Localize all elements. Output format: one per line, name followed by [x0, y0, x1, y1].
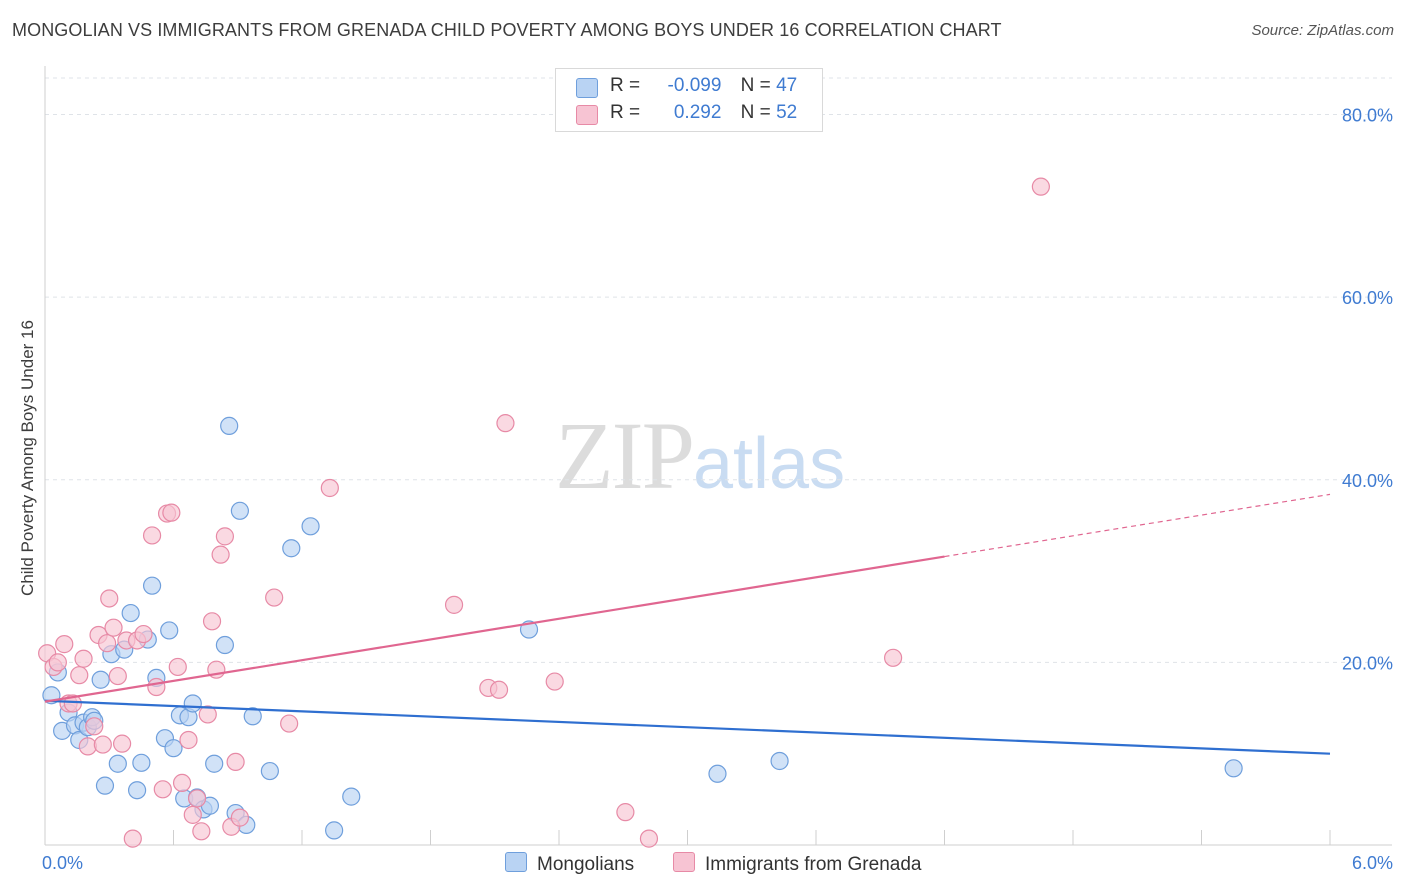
- mongolian-point: [243, 707, 262, 726]
- mongolians-r-value: -0.099: [667, 75, 722, 96]
- bottom-legend-grenada: Immigrants from Grenada: [673, 852, 921, 876]
- grenada-point: [198, 705, 217, 724]
- grenada-point: [162, 503, 181, 522]
- grenada-point: [147, 677, 166, 697]
- grenada-point: [639, 829, 659, 848]
- mongolians-legend-swatch: [505, 852, 527, 872]
- grenada-point: [70, 666, 89, 685]
- grenada-point: [55, 635, 74, 654]
- mongolian-point: [95, 776, 115, 795]
- r-label: R =: [610, 75, 641, 96]
- n-label: N =: [740, 102, 771, 123]
- grenada-point: [545, 672, 564, 691]
- grenada-point: [112, 734, 132, 753]
- grenada-point: [179, 730, 198, 750]
- mongolian-point: [342, 787, 361, 806]
- grenada-point: [320, 478, 339, 498]
- grenada-point: [444, 595, 464, 614]
- grenada-n-value: 52: [776, 102, 798, 123]
- grenada-point: [496, 414, 515, 433]
- mongolian-point: [215, 635, 234, 655]
- mongolian-point: [230, 501, 249, 520]
- grenada-trend-line: [44, 555, 945, 703]
- grenada-point: [202, 612, 222, 631]
- grenada-point: [134, 624, 153, 644]
- grenada-point: [100, 589, 119, 608]
- mongolian-point: [708, 764, 727, 783]
- mongolian-point: [132, 753, 151, 772]
- n-label: N =: [740, 75, 771, 96]
- correlation-legend: R = -0.099 N = 47 R = 0.292 N = 52: [555, 68, 823, 132]
- grenada-point: [230, 808, 249, 827]
- grenada-point: [1031, 177, 1050, 196]
- mongolian-point: [164, 739, 183, 758]
- mongolian-point: [325, 821, 344, 840]
- x-tick-label-min: 0.0%: [42, 853, 83, 873]
- y-tick-label: 40.0%: [1342, 471, 1393, 491]
- grenada-r-value: 0.292: [673, 102, 722, 123]
- grenada-point: [280, 714, 299, 733]
- mongolian-point: [108, 754, 127, 773]
- grenada-point: [168, 657, 187, 677]
- mongolian-point: [160, 621, 179, 640]
- source-credit: Source: ZipAtlas.com: [1251, 22, 1394, 39]
- y-tick-label: 80.0%: [1342, 106, 1393, 126]
- grenada-point: [78, 737, 97, 756]
- grenada-point: [74, 649, 93, 668]
- grenada-point: [85, 717, 104, 736]
- grenada-swatch: [576, 105, 598, 125]
- mongolian-point: [127, 781, 147, 800]
- bottom-legend-mongolians: Mongolians: [505, 852, 634, 876]
- mongolian-point: [1224, 759, 1243, 778]
- grenada-point: [883, 648, 903, 667]
- grenada-point: [215, 527, 234, 546]
- mongolian-point: [183, 694, 202, 713]
- y-tick-label: 20.0%: [1342, 653, 1393, 673]
- grenada-point: [172, 773, 192, 793]
- mongolians-legend-label: Mongolians: [537, 854, 635, 875]
- grenada-point: [153, 780, 172, 799]
- grenada-point: [142, 526, 162, 545]
- grenada-point: [123, 829, 142, 848]
- mongolian-point: [260, 761, 279, 781]
- mongolian-point: [205, 754, 224, 773]
- mongolian-point: [142, 576, 162, 595]
- legend-text-grenada: R = 0.292 N = 52: [610, 102, 797, 124]
- chart-title: MONGOLIAN VS IMMIGRANTS FROM GRENADA CHI…: [12, 20, 1002, 40]
- grenada-point: [265, 588, 284, 607]
- x-tick-label-max: 6.0%: [1352, 853, 1393, 873]
- mongolian-point: [301, 517, 320, 536]
- grenada-trend-extrapolation: [944, 493, 1331, 558]
- grenada-point: [98, 634, 117, 653]
- mongolian-point: [282, 539, 301, 558]
- watermark: ZIPatlas: [555, 400, 845, 511]
- mongolian-trend-line: [44, 699, 1331, 755]
- watermark-zip: ZIP: [555, 402, 695, 509]
- watermark-atlas: atlas: [693, 424, 846, 504]
- mongolian-point: [91, 670, 110, 689]
- mongolian-point: [770, 751, 789, 771]
- grenada-point: [183, 805, 202, 824]
- grenada-point: [104, 618, 123, 637]
- mongolians-n-value: 47: [776, 75, 798, 96]
- grenada-point: [211, 545, 230, 564]
- grenada-point: [187, 789, 207, 808]
- mongolian-point: [121, 603, 140, 623]
- y-tick-label: 60.0%: [1342, 288, 1393, 308]
- grenada-point: [93, 735, 112, 754]
- grenada-point: [192, 822, 211, 841]
- mongolian-point: [220, 416, 239, 435]
- grenada-point: [63, 694, 82, 713]
- grenada-point: [616, 803, 635, 822]
- grenada-point: [108, 666, 127, 686]
- grenada-legend-swatch: [673, 852, 695, 872]
- grenada-point: [226, 752, 245, 772]
- grenada-legend-label: Immigrants from Grenada: [705, 854, 922, 875]
- grenada-point: [48, 653, 67, 672]
- r-label: R =: [610, 102, 641, 123]
- mongolians-swatch: [576, 78, 598, 98]
- grenada-point: [489, 680, 509, 699]
- legend-text-mongolians: R = -0.099 N = 47: [610, 75, 797, 97]
